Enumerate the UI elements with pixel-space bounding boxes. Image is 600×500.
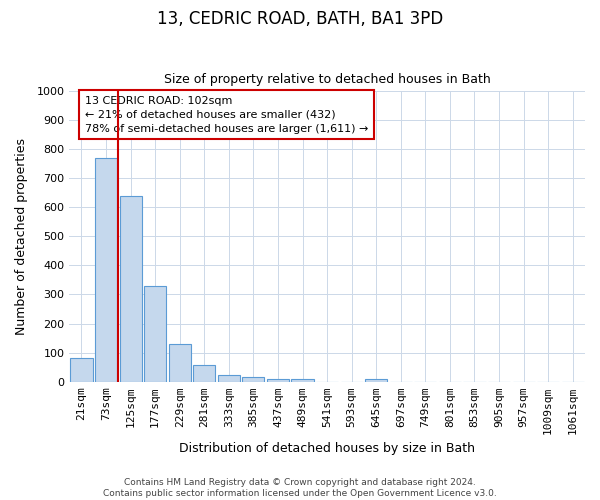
- Bar: [169, 344, 191, 382]
- Y-axis label: Number of detached properties: Number of detached properties: [15, 138, 28, 335]
- Text: Contains HM Land Registry data © Crown copyright and database right 2024.
Contai: Contains HM Land Registry data © Crown c…: [103, 478, 497, 498]
- Bar: [267, 378, 289, 382]
- Bar: [242, 377, 265, 382]
- X-axis label: Distribution of detached houses by size in Bath: Distribution of detached houses by size …: [179, 442, 475, 455]
- Bar: [119, 196, 142, 382]
- Bar: [218, 375, 240, 382]
- Bar: [95, 158, 117, 382]
- Text: 13 CEDRIC ROAD: 102sqm
← 21% of detached houses are smaller (432)
78% of semi-de: 13 CEDRIC ROAD: 102sqm ← 21% of detached…: [85, 96, 368, 134]
- Text: 13, CEDRIC ROAD, BATH, BA1 3PD: 13, CEDRIC ROAD, BATH, BA1 3PD: [157, 10, 443, 28]
- Title: Size of property relative to detached houses in Bath: Size of property relative to detached ho…: [164, 73, 490, 86]
- Bar: [365, 379, 387, 382]
- Bar: [193, 365, 215, 382]
- Bar: [70, 358, 92, 382]
- Bar: [144, 286, 166, 382]
- Bar: [292, 379, 314, 382]
